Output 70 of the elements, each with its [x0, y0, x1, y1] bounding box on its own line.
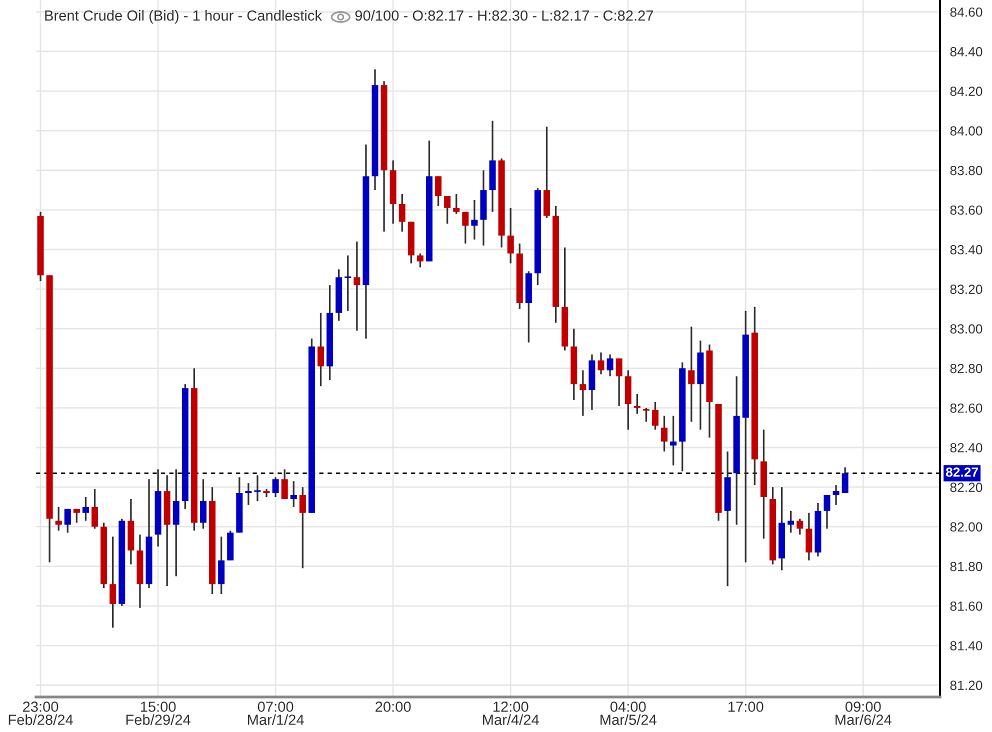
y-tick-label: 84.40 [950, 47, 982, 56]
x-tick-label: 07:00 Mar/1/24 [248, 702, 304, 725]
y-tick-label: 84.20 [950, 86, 982, 96]
y-tick-label: 81.40 [950, 641, 982, 650]
x-tick-label: 20:00 [376, 702, 411, 712]
y-tick-label: 84.00 [950, 126, 982, 136]
candlestick [688, 326, 695, 423]
candlestick [92, 488, 98, 530]
candlestick [652, 401, 658, 431]
y-tick-label: 81.80 [950, 562, 982, 572]
y-tick-label: 84.60 [950, 7, 982, 17]
y-tick-label: 83.20 [950, 284, 982, 294]
candlestick [642, 407, 650, 423]
x-tick-label: 04:00 Mar/5/24 [600, 702, 656, 725]
candlestick [245, 482, 252, 506]
candlestick [606, 354, 614, 378]
text: Brent Crude Oil (Bid) - 1 hour - Candlestick [45, 10, 322, 24]
candlestick [598, 352, 604, 376]
y-tick-label: 82.80 [950, 364, 982, 374]
candlestick [200, 478, 206, 530]
y-tick-label: 83.40 [950, 245, 982, 254]
candlestick [272, 476, 279, 498]
candlestick [842, 466, 848, 494]
y-tick-label: 82.60 [950, 403, 982, 413]
y-tick-label: 83.60 [950, 205, 982, 215]
y-tick-label: 82.40 [950, 443, 982, 452]
candlestick [172, 468, 180, 578]
y-tick-label: 81.60 [950, 601, 982, 611]
candlestick [299, 486, 306, 570]
candlestick [254, 474, 261, 502]
candlestick [263, 488, 270, 498]
x-tick-label: 15:00 Feb/29/24 [126, 702, 190, 725]
candlestick [435, 175, 442, 207]
candlestick [471, 199, 478, 240]
candlestick [580, 369, 586, 417]
y-tick-label: 82.00 [950, 522, 982, 532]
candlestick [661, 414, 668, 452]
candlestick [318, 312, 324, 387]
candlestick [64, 508, 71, 534]
candlestick [832, 484, 840, 506]
y-tick-label: 83.00 [950, 324, 982, 334]
x-tick-label: 09:00 Mar/6/24 [836, 702, 892, 725]
candlestick [824, 494, 830, 530]
candlestick [110, 536, 116, 629]
candlestick [398, 193, 406, 233]
candlestick [796, 518, 804, 536]
candlestick [290, 480, 297, 508]
x-tick-label: 17:00 [728, 702, 764, 712]
candlestick [82, 496, 89, 522]
candlestick [354, 240, 360, 332]
candlestick [444, 195, 451, 225]
ref-line-label: 82.27 [946, 467, 978, 477]
candlestick [416, 252, 424, 268]
x-tick-label: 23:00 Feb/28/24 [8, 702, 73, 725]
candlestick [806, 512, 812, 562]
y-tick-label: 82.20 [950, 482, 982, 492]
y-tick-label: 83.80 [950, 166, 982, 176]
candlestick [670, 414, 677, 466]
candlestick [507, 207, 514, 264]
candlestick [344, 254, 352, 312]
text: 90/100 - O:82.17 - H:82.30 - L:82.17 - C:82.27 [355, 10, 654, 21]
candlestick [281, 468, 288, 500]
candlestick [73, 508, 80, 524]
candlestick [218, 536, 225, 595]
candlestick [634, 393, 640, 415]
candlestick [453, 193, 460, 215]
candlestick [616, 358, 622, 407]
candlestick [462, 211, 469, 244]
x-tick-label: 12:00 Mar/4/24 [483, 702, 539, 725]
y-tick-label: 81.20 [950, 680, 982, 690]
